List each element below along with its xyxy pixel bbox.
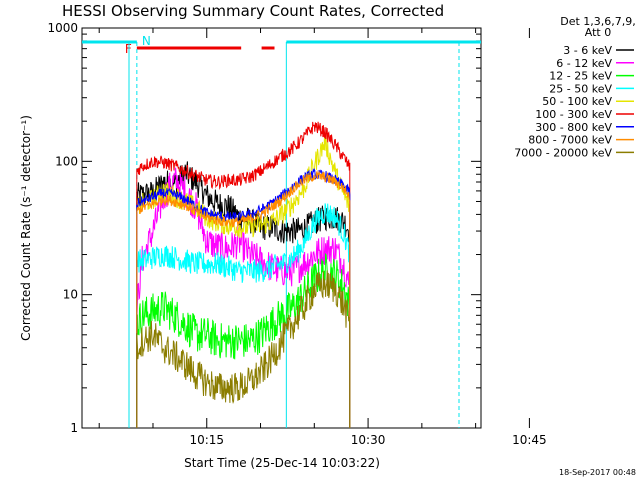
- series-line-2: [136, 252, 351, 428]
- y-axis-label: Corrected Count Rate (s⁻¹ detector⁻¹): [19, 115, 33, 341]
- series-line-6: [136, 167, 351, 428]
- chart-title: HESSI Observing Summary Count Rates, Cor…: [62, 2, 444, 20]
- legend-header-line: Att 0: [585, 26, 611, 39]
- x-axis-label: Start Time (25-Dec-14 10:03:22): [184, 456, 380, 470]
- series-line-7: [136, 169, 351, 428]
- series-lines: [136, 121, 351, 428]
- plot-timestamp: 18-Sep-2017 00:48: [559, 468, 636, 477]
- y-tick-label: 1000: [47, 21, 78, 35]
- legend-label: 3 - 6 keV: [563, 44, 612, 57]
- legend-label: 300 - 800 keV: [535, 121, 612, 134]
- n-flag-label: N: [142, 34, 151, 48]
- f-flag-label: F: [125, 42, 132, 56]
- x-tick-label: 10:15: [189, 433, 224, 447]
- legend-label: 6 - 12 keV: [556, 57, 612, 70]
- legend-label: 50 - 100 keV: [542, 95, 612, 108]
- y-tick-label: 10: [63, 288, 78, 302]
- y-tick-label: 1: [70, 421, 78, 435]
- plot-frame: [81, 27, 482, 429]
- legend-label: 100 - 300 keV: [535, 108, 612, 121]
- legend-label: 12 - 25 keV: [549, 70, 612, 83]
- x-tick-label: 10:30: [351, 433, 386, 447]
- legend-label: 7000 - 20000 keV: [514, 146, 612, 159]
- legend-label: 800 - 7000 keV: [528, 134, 612, 147]
- x-tick-label: 10:45: [512, 433, 547, 447]
- legend-label: 25 - 50 keV: [549, 82, 612, 95]
- series-line-3: [136, 203, 351, 428]
- series-line-5: [136, 121, 351, 428]
- series-line-8: [136, 270, 351, 428]
- y-tick-label: 100: [55, 154, 78, 168]
- y-axis: 1 10 100 1000: [47, 21, 481, 435]
- legend-header-line: Det 1,3,6,7,9,: [560, 15, 636, 28]
